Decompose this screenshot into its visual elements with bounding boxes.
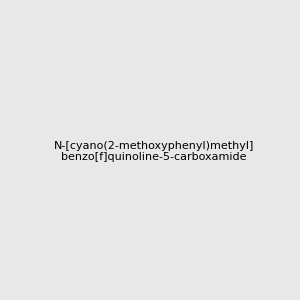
Text: N-[cyano(2-methoxyphenyl)methyl]
benzo[f]quinoline-5-carboxamide: N-[cyano(2-methoxyphenyl)methyl] benzo[f… bbox=[54, 141, 254, 162]
